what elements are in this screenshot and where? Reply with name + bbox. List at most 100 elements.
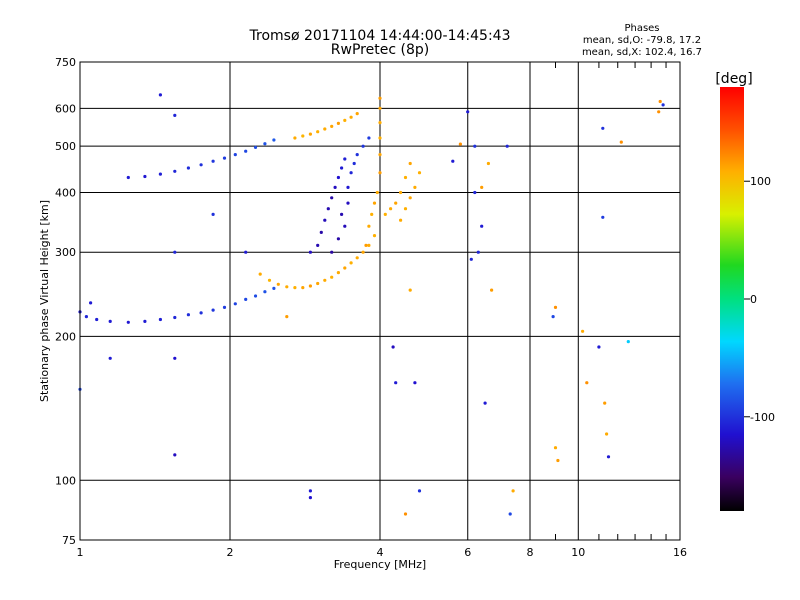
phases-label: Phases: [624, 23, 659, 34]
data-point: [293, 136, 297, 140]
data-point: [394, 381, 398, 385]
data-point: [308, 489, 312, 493]
data-point: [505, 144, 509, 148]
data-point: [626, 340, 630, 344]
y-axis-ticks: 75 100 200 300 400 500 600 750: [55, 56, 76, 547]
data-point: [408, 288, 412, 292]
data-point: [367, 136, 371, 140]
x-axis-ticks: 1 2 4 6 8 10 16: [77, 62, 687, 559]
data-point: [480, 185, 484, 189]
data-point: [508, 512, 512, 516]
data-point: [378, 106, 382, 110]
data-point: [417, 171, 422, 175]
data-point: [364, 243, 368, 247]
data-point: [403, 512, 408, 516]
data-point: [349, 171, 353, 175]
data-point: [244, 297, 248, 301]
grid-lines: [80, 62, 680, 540]
data-point: [403, 175, 408, 180]
data-point: [244, 149, 248, 153]
data-point: [403, 207, 408, 211]
data-point: [126, 320, 130, 324]
data-point: [480, 224, 484, 228]
data-point: [585, 381, 589, 385]
data-point: [657, 110, 661, 114]
data-point: [408, 196, 412, 200]
data-point: [413, 185, 417, 189]
colorbar-tick-label: -100: [750, 411, 775, 424]
data-point: [108, 356, 112, 360]
data-point: [272, 138, 276, 142]
data-point: [285, 285, 289, 289]
data-point: [173, 250, 177, 254]
data-point: [186, 166, 190, 170]
y-tick-label: 100: [55, 474, 76, 487]
x-tick-label: 16: [673, 546, 687, 559]
phases-x-stats: mean, sd,X: 102.4, 16.7: [582, 47, 702, 58]
data-point: [399, 218, 403, 222]
data-point: [661, 103, 665, 107]
data-point: [367, 224, 371, 228]
data-point: [316, 130, 320, 134]
data-point: [391, 345, 395, 349]
data-point: [173, 315, 177, 320]
data-point: [375, 190, 379, 195]
data-point: [343, 157, 347, 161]
data-point: [458, 142, 462, 146]
data-point: [336, 271, 340, 275]
data-point: [316, 281, 320, 286]
x-tick-label: 4: [377, 546, 384, 559]
data-point: [417, 489, 422, 493]
plot-frame: [79, 61, 681, 541]
data-point: [383, 212, 387, 216]
data-point: [451, 159, 455, 163]
data-point: [199, 311, 203, 315]
data-point: [333, 185, 337, 189]
data-point: [233, 153, 237, 157]
data-point: [263, 290, 267, 294]
data-point: [323, 127, 327, 131]
data-point: [173, 356, 177, 360]
data-point: [349, 115, 353, 119]
data-point: [372, 201, 377, 205]
data-point: [605, 432, 609, 436]
y-tick-label: 75: [62, 534, 76, 547]
data-point: [340, 212, 344, 216]
data-point: [143, 319, 147, 323]
data-point: [222, 156, 227, 160]
data-point: [597, 345, 601, 349]
data-point: [108, 319, 112, 323]
x-tick-label: 1: [77, 546, 84, 559]
colorbar-label: [deg]: [715, 71, 752, 87]
data-point: [293, 286, 297, 290]
data-point: [336, 175, 340, 180]
data-point: [355, 153, 359, 157]
data-point: [473, 144, 477, 148]
data-point: [551, 315, 555, 319]
y-axis-label: Stationary phase Virtual Height [km]: [38, 200, 51, 402]
data-point: [476, 250, 480, 254]
data-point: [316, 243, 320, 247]
data-point: [267, 278, 272, 282]
data-point: [211, 159, 215, 163]
data-point: [143, 174, 147, 179]
data-point: [372, 234, 377, 238]
data-point: [361, 250, 365, 254]
data-point: [553, 446, 558, 450]
data-point: [308, 132, 312, 136]
data-point: [490, 288, 494, 292]
data-point: [486, 161, 490, 166]
colorbar-tick-label: 100: [750, 175, 771, 188]
data-point: [399, 190, 403, 195]
data-point: [603, 401, 607, 405]
data-point: [601, 215, 605, 219]
y-tick-label: 750: [55, 56, 76, 69]
data-point: [276, 282, 280, 286]
data-point: [378, 96, 382, 100]
data-point: [658, 99, 662, 104]
data-point: [389, 207, 393, 211]
data-point: [413, 381, 417, 385]
data-point: [211, 212, 215, 216]
colorbar: [720, 87, 744, 511]
data-point: [346, 201, 350, 205]
